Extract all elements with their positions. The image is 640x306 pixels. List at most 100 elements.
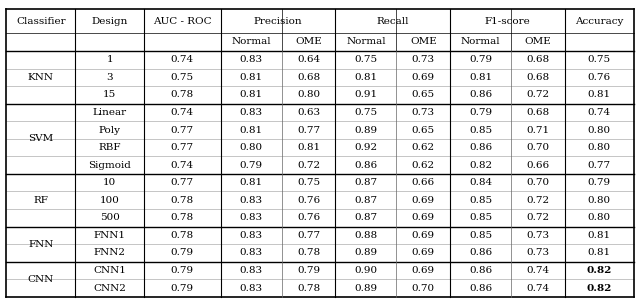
Text: 10: 10 bbox=[103, 178, 116, 187]
Text: 0.80: 0.80 bbox=[297, 90, 320, 99]
Text: Recall: Recall bbox=[376, 17, 409, 25]
Text: 0.68: 0.68 bbox=[527, 108, 550, 117]
Text: 0.81: 0.81 bbox=[297, 143, 320, 152]
Text: 0.83: 0.83 bbox=[239, 213, 263, 222]
Text: 0.79: 0.79 bbox=[588, 178, 611, 187]
Text: 0.73: 0.73 bbox=[412, 108, 435, 117]
Text: 0.80: 0.80 bbox=[239, 143, 263, 152]
Text: 0.85: 0.85 bbox=[469, 231, 492, 240]
Text: 0.89: 0.89 bbox=[355, 284, 378, 293]
Text: 0.69: 0.69 bbox=[412, 266, 435, 275]
Text: 0.88: 0.88 bbox=[355, 231, 378, 240]
Text: 0.85: 0.85 bbox=[469, 125, 492, 135]
Text: RBF: RBF bbox=[99, 143, 121, 152]
Text: KNN: KNN bbox=[28, 73, 54, 82]
Text: 0.81: 0.81 bbox=[588, 248, 611, 257]
Text: 0.81: 0.81 bbox=[239, 90, 263, 99]
Text: 0.79: 0.79 bbox=[171, 248, 194, 257]
Text: 0.86: 0.86 bbox=[469, 90, 492, 99]
Text: 0.76: 0.76 bbox=[297, 213, 320, 222]
Text: 0.78: 0.78 bbox=[171, 90, 194, 99]
Text: 0.72: 0.72 bbox=[297, 161, 320, 170]
Text: 0.63: 0.63 bbox=[297, 108, 320, 117]
Text: OME: OME bbox=[295, 37, 322, 47]
Text: 0.85: 0.85 bbox=[469, 196, 492, 205]
Text: 0.83: 0.83 bbox=[239, 231, 263, 240]
Text: 0.83: 0.83 bbox=[239, 248, 263, 257]
Text: 0.86: 0.86 bbox=[355, 161, 378, 170]
Text: 0.79: 0.79 bbox=[469, 108, 492, 117]
Text: AUC - ROC: AUC - ROC bbox=[153, 17, 212, 25]
Text: 100: 100 bbox=[100, 196, 120, 205]
Text: 0.81: 0.81 bbox=[469, 73, 492, 82]
Text: CNN: CNN bbox=[28, 275, 54, 284]
Text: Poly: Poly bbox=[99, 125, 121, 135]
Text: 0.74: 0.74 bbox=[527, 284, 550, 293]
Text: 0.81: 0.81 bbox=[239, 178, 263, 187]
Text: RF: RF bbox=[33, 196, 48, 205]
Text: 0.76: 0.76 bbox=[588, 73, 611, 82]
Text: 0.68: 0.68 bbox=[527, 73, 550, 82]
Text: 0.83: 0.83 bbox=[239, 266, 263, 275]
Text: 0.85: 0.85 bbox=[469, 213, 492, 222]
Text: 0.71: 0.71 bbox=[527, 125, 550, 135]
Text: 0.82: 0.82 bbox=[586, 266, 612, 275]
Text: 0.70: 0.70 bbox=[412, 284, 435, 293]
Text: Linear: Linear bbox=[93, 108, 127, 117]
Text: 0.83: 0.83 bbox=[239, 196, 263, 205]
Text: 0.69: 0.69 bbox=[412, 73, 435, 82]
Text: 0.72: 0.72 bbox=[527, 196, 550, 205]
Text: 0.75: 0.75 bbox=[297, 178, 320, 187]
Text: 0.69: 0.69 bbox=[412, 213, 435, 222]
Text: Precision: Precision bbox=[253, 17, 302, 25]
Text: 0.74: 0.74 bbox=[171, 55, 194, 64]
Text: 0.82: 0.82 bbox=[586, 284, 612, 293]
Text: 0.84: 0.84 bbox=[469, 178, 492, 187]
Text: OME: OME bbox=[525, 37, 552, 47]
Text: 0.62: 0.62 bbox=[412, 161, 435, 170]
Text: 0.70: 0.70 bbox=[527, 143, 550, 152]
Text: 1: 1 bbox=[106, 55, 113, 64]
Text: 0.81: 0.81 bbox=[355, 73, 378, 82]
Text: 0.65: 0.65 bbox=[412, 125, 435, 135]
Text: Accuracy: Accuracy bbox=[575, 17, 623, 25]
Text: 0.89: 0.89 bbox=[355, 125, 378, 135]
Text: 0.79: 0.79 bbox=[297, 266, 320, 275]
Text: Classifier: Classifier bbox=[16, 17, 66, 25]
Text: FNN1: FNN1 bbox=[93, 231, 125, 240]
Text: 0.69: 0.69 bbox=[412, 196, 435, 205]
Text: 0.86: 0.86 bbox=[469, 248, 492, 257]
Text: CNN2: CNN2 bbox=[93, 284, 126, 293]
Text: 15: 15 bbox=[103, 90, 116, 99]
Text: 0.73: 0.73 bbox=[527, 248, 550, 257]
Text: 0.76: 0.76 bbox=[297, 196, 320, 205]
Text: Design: Design bbox=[92, 17, 128, 25]
Text: 0.66: 0.66 bbox=[527, 161, 550, 170]
Text: F1-score: F1-score bbox=[484, 17, 531, 25]
Text: 0.80: 0.80 bbox=[588, 125, 611, 135]
Text: 0.87: 0.87 bbox=[355, 178, 378, 187]
Text: 0.83: 0.83 bbox=[239, 284, 263, 293]
Text: 0.90: 0.90 bbox=[355, 266, 378, 275]
Text: 0.80: 0.80 bbox=[588, 143, 611, 152]
Text: 0.79: 0.79 bbox=[239, 161, 263, 170]
Text: OME: OME bbox=[410, 37, 436, 47]
Text: 0.80: 0.80 bbox=[588, 213, 611, 222]
Text: 0.80: 0.80 bbox=[588, 196, 611, 205]
Text: 0.78: 0.78 bbox=[171, 213, 194, 222]
Text: 0.66: 0.66 bbox=[412, 178, 435, 187]
Text: 0.73: 0.73 bbox=[527, 231, 550, 240]
Text: 0.68: 0.68 bbox=[297, 73, 320, 82]
Text: 0.87: 0.87 bbox=[355, 196, 378, 205]
Text: 0.86: 0.86 bbox=[469, 143, 492, 152]
Text: 0.77: 0.77 bbox=[171, 143, 194, 152]
Text: FNN: FNN bbox=[28, 240, 54, 249]
Text: 0.68: 0.68 bbox=[527, 55, 550, 64]
Text: CNN1: CNN1 bbox=[93, 266, 126, 275]
Text: 0.75: 0.75 bbox=[355, 55, 378, 64]
Text: 0.75: 0.75 bbox=[171, 73, 194, 82]
Text: 0.79: 0.79 bbox=[469, 55, 492, 64]
Text: 0.77: 0.77 bbox=[297, 125, 320, 135]
Text: 0.91: 0.91 bbox=[355, 90, 378, 99]
Text: 0.74: 0.74 bbox=[588, 108, 611, 117]
